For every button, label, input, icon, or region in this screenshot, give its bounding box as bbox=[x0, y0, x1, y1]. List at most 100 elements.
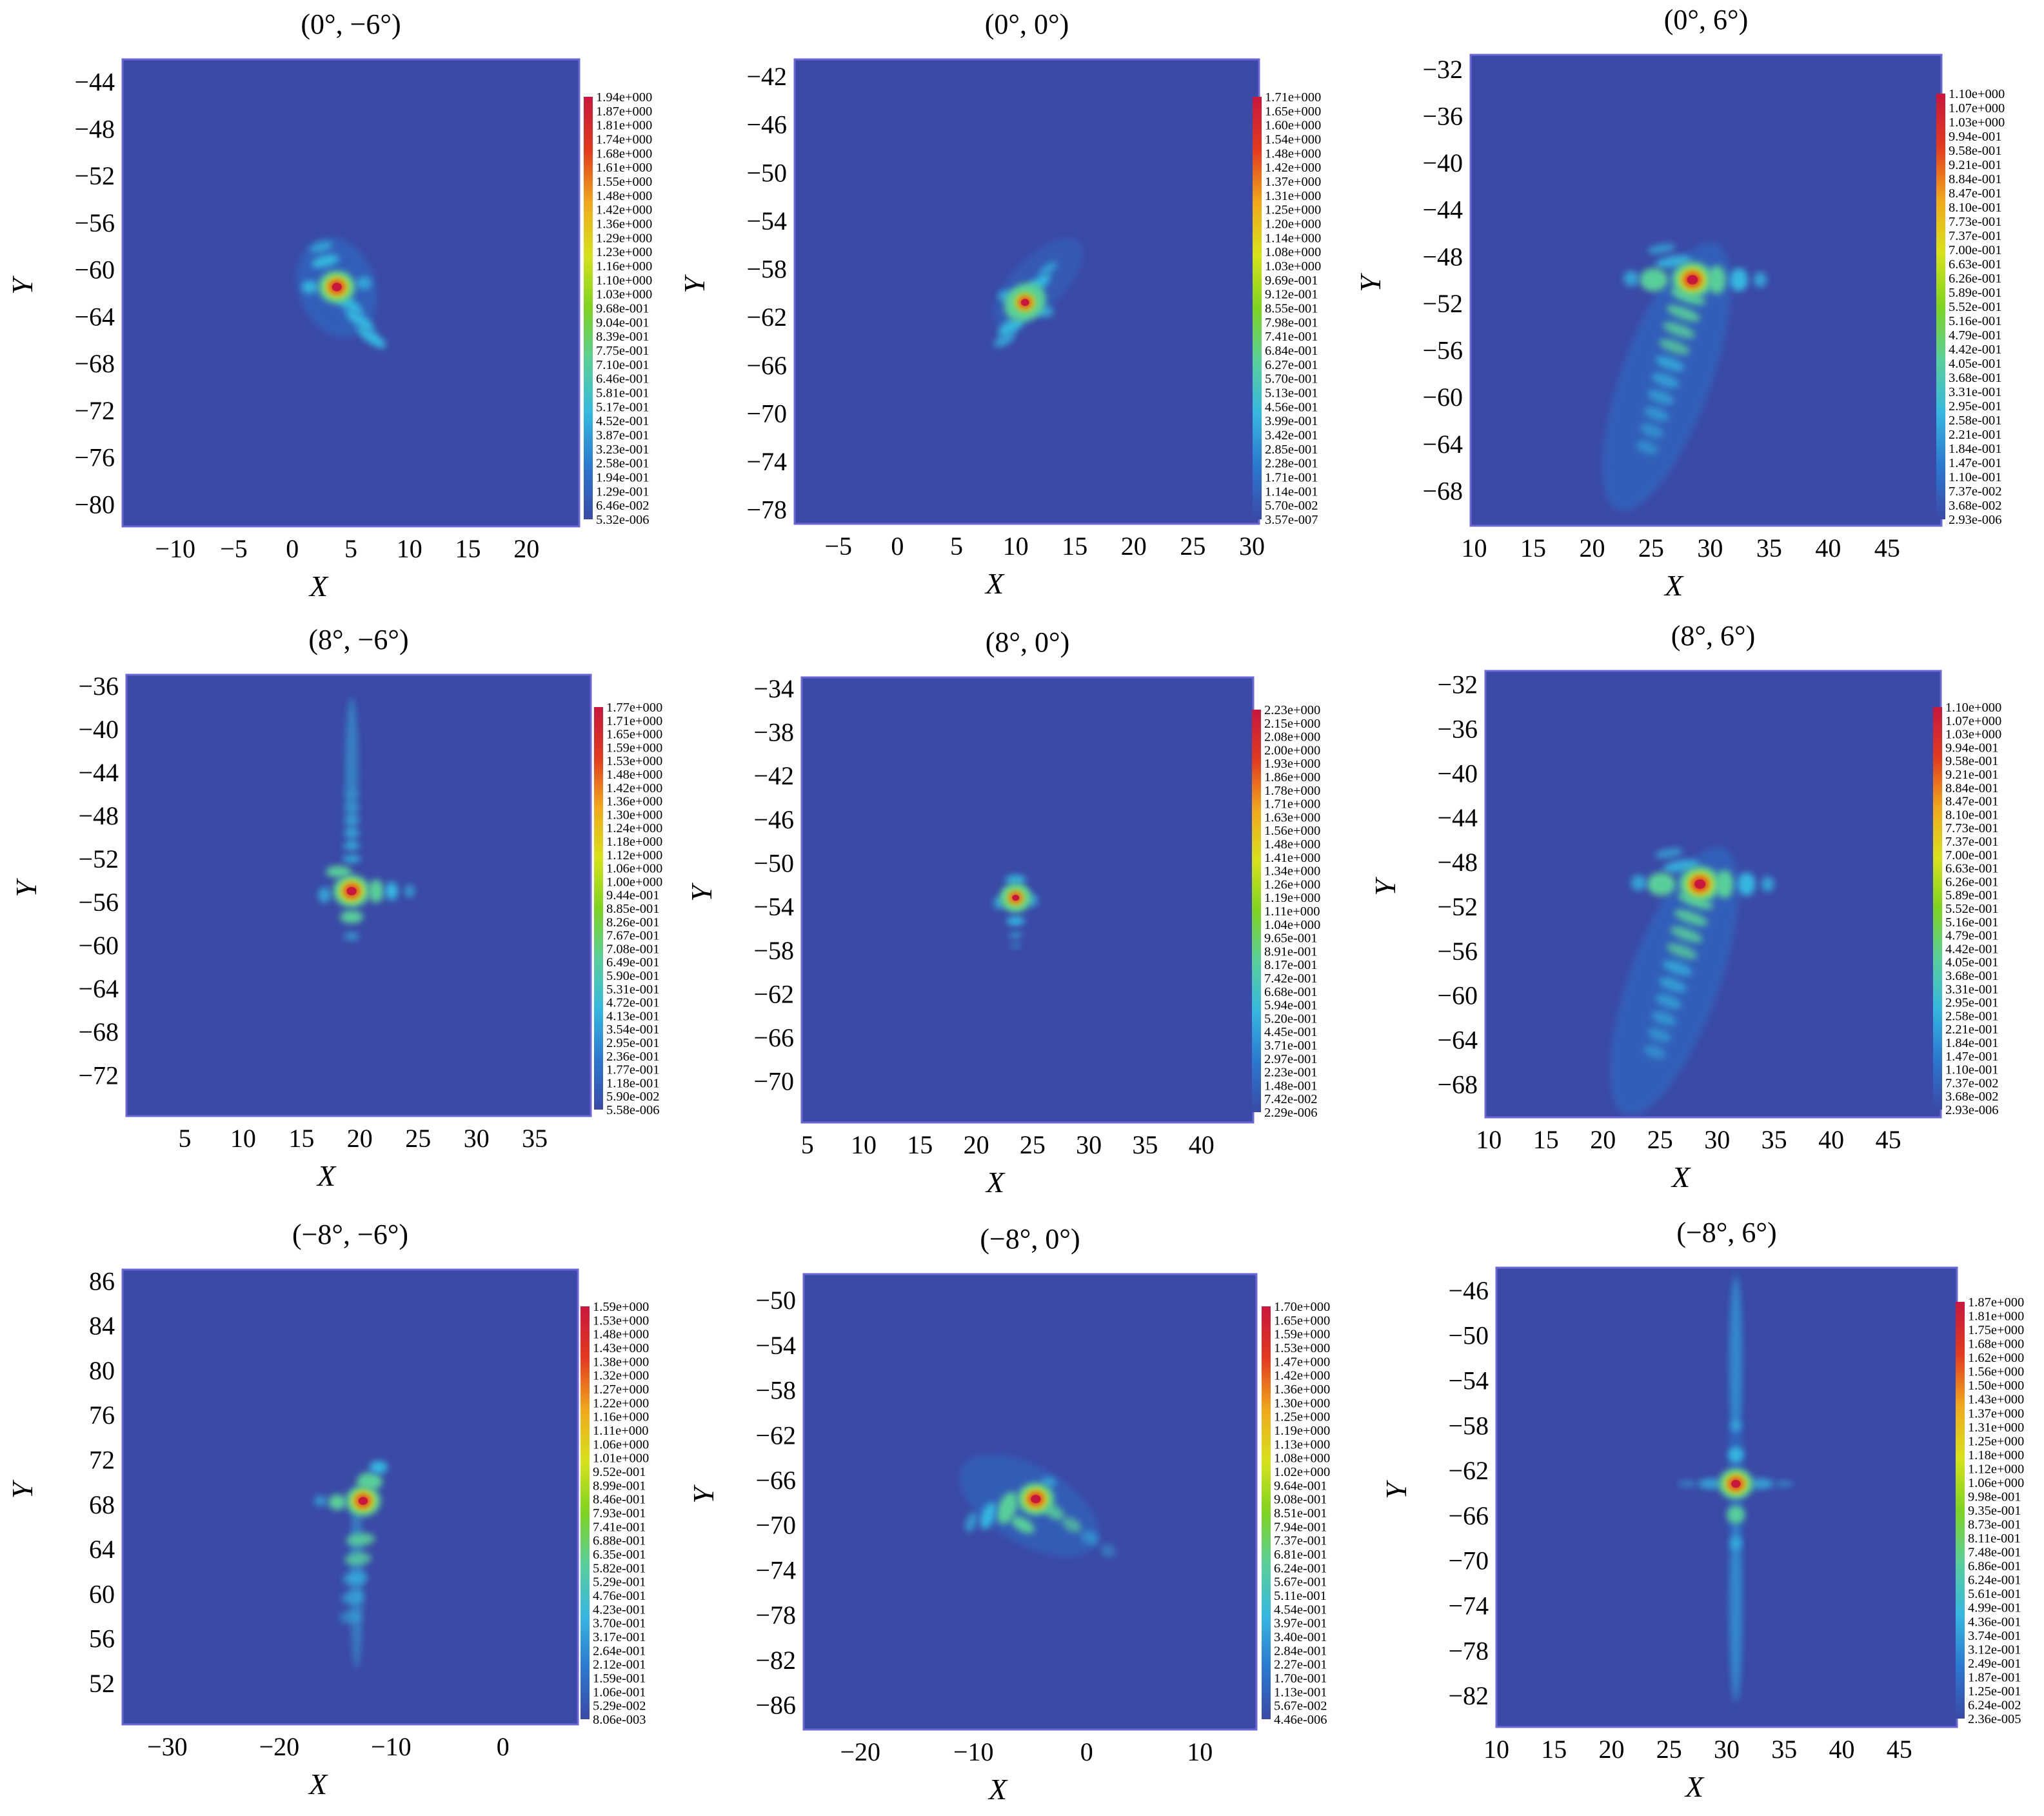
colorbar-label: 1.08e+000 bbox=[1274, 1452, 1330, 1466]
colorbar-gradient bbox=[1936, 94, 1945, 519]
colorbar-label: 7.67e-001 bbox=[606, 929, 660, 943]
x-axis-label: X bbox=[984, 567, 1005, 600]
x-tick-label: 20 bbox=[1579, 534, 1605, 563]
field-lobe bbox=[1753, 272, 1767, 288]
subplot-title: (0°, 6°) bbox=[1664, 4, 1749, 35]
field-lobe bbox=[1640, 423, 1664, 438]
colorbar-label: 1.14e-001 bbox=[1265, 484, 1318, 499]
x-tick-label: 0 bbox=[891, 532, 904, 561]
x-tick-label: 35 bbox=[1761, 1125, 1787, 1154]
plot-frame bbox=[802, 1273, 1258, 1731]
y-tick-label: −36 bbox=[1437, 715, 1478, 744]
y-tick-label: −68 bbox=[1422, 477, 1463, 506]
y-tick-label: −40 bbox=[1437, 759, 1478, 788]
colorbar: 1.10e+0001.07e+0001.03e+0009.94e-0019.58… bbox=[1936, 87, 2005, 527]
colorbar-label: 6.84e-001 bbox=[1265, 344, 1318, 358]
colorbar-label: 1.36e+000 bbox=[1274, 1382, 1330, 1397]
colorbar-label: 3.71e-001 bbox=[1264, 1039, 1318, 1053]
y-tick-label: −64 bbox=[74, 302, 115, 331]
y-tick-label: −62 bbox=[753, 979, 794, 1008]
y-tick-label: −48 bbox=[78, 801, 119, 830]
y-axis-label: Y bbox=[6, 1479, 39, 1499]
y-tick-label: −60 bbox=[1437, 981, 1478, 1010]
field-lobe bbox=[1006, 916, 1025, 926]
field-lobe bbox=[1670, 926, 1703, 943]
x-tick-label: 10 bbox=[230, 1124, 256, 1153]
colorbar-label: 2.84e-001 bbox=[1274, 1644, 1327, 1658]
colorbar-label: 1.04e+000 bbox=[1264, 918, 1320, 932]
y-tick-label: −46 bbox=[753, 805, 794, 834]
colorbar-label: 1.10e+000 bbox=[1949, 87, 2005, 101]
y-tick-label: −56 bbox=[1437, 937, 1478, 966]
colorbar-label: 6.86e-001 bbox=[1968, 1559, 2021, 1573]
colorbar-label: 1.71e+000 bbox=[1264, 797, 1320, 812]
peak-marker bbox=[358, 1497, 368, 1505]
colorbar-gradient bbox=[580, 1306, 590, 1719]
subplot-5: (8°, 0°) 5 10 15 20 25 30 35 40 −34 −38 −42 −46 −50 −5… bbox=[685, 626, 1320, 1199]
x-tick-label: 25 bbox=[1638, 534, 1664, 563]
field-lobe bbox=[998, 317, 1024, 336]
colorbar-label: 8.84e-001 bbox=[1945, 781, 1999, 795]
colorbar-label: 1.42e+000 bbox=[1274, 1369, 1330, 1383]
y-axis-label: Y bbox=[10, 878, 43, 897]
colorbar-label: 1.48e+000 bbox=[606, 768, 662, 782]
y-tick-label: −54 bbox=[1448, 1366, 1489, 1395]
colorbar-label: 1.25e+000 bbox=[1968, 1434, 2024, 1448]
field-lobe bbox=[1654, 848, 1683, 859]
colorbar-label: 5.16e-001 bbox=[1949, 314, 2002, 328]
colorbar-label: 9.94e-001 bbox=[1949, 130, 2002, 144]
field-lobe bbox=[965, 1512, 978, 1532]
colorbar-label: 7.94e-001 bbox=[1274, 1520, 1327, 1534]
y-tick-label: −70 bbox=[753, 1067, 794, 1096]
x-tick-label: 45 bbox=[1876, 1125, 1901, 1154]
y-tick-label: −72 bbox=[78, 1061, 119, 1090]
field-lobe bbox=[1659, 339, 1690, 355]
field-lobe bbox=[344, 1552, 372, 1566]
colorbar-label: 1.56e+000 bbox=[1264, 824, 1320, 838]
field-lobe bbox=[318, 887, 332, 903]
x-tick-label: −20 bbox=[259, 1732, 300, 1761]
colorbar-label: 1.65e+000 bbox=[1274, 1313, 1330, 1328]
x-tick-label: 15 bbox=[1533, 1125, 1559, 1154]
colorbar-label: 4.56e-001 bbox=[1265, 400, 1318, 414]
x-tick-label: −10 bbox=[953, 1737, 994, 1766]
x-tick-label: −30 bbox=[147, 1732, 188, 1761]
field-lobe bbox=[341, 1591, 364, 1604]
field-lobe bbox=[1731, 1420, 1741, 1432]
colorbar-label: 1.48e+000 bbox=[1264, 837, 1320, 852]
colorbar-label: 5.58e-006 bbox=[606, 1103, 660, 1117]
field-lobe bbox=[1729, 268, 1748, 292]
x-tick-label: 25 bbox=[1180, 532, 1206, 561]
y-tick-label: −74 bbox=[1448, 1591, 1489, 1621]
y-tick-label: −54 bbox=[746, 206, 787, 235]
y-tick-label: −40 bbox=[78, 715, 119, 744]
subplot-title: (0°, 0°) bbox=[985, 8, 1069, 40]
colorbar-label: 1.71e+000 bbox=[1265, 90, 1321, 105]
y-tick-label: −80 bbox=[74, 490, 115, 519]
colorbar-label: 2.36e-001 bbox=[606, 1050, 660, 1064]
colorbar-label: 1.10e-001 bbox=[1945, 1063, 1999, 1077]
colorbar-label: 2.36e-005 bbox=[1968, 1712, 2021, 1726]
plot-frame bbox=[121, 58, 580, 528]
field-lobe bbox=[342, 1572, 368, 1585]
intensity-field bbox=[993, 875, 1038, 948]
colorbar-label: 4.42e-001 bbox=[1945, 942, 1999, 956]
x-axis-label: X bbox=[987, 1773, 1008, 1806]
colorbar-label: 7.37e-002 bbox=[1945, 1076, 1999, 1090]
colorbar-label: 1.68e+000 bbox=[596, 146, 652, 161]
colorbar-label: 7.37e-001 bbox=[1949, 229, 2002, 243]
colorbar-label: 8.51e-001 bbox=[1274, 1506, 1327, 1521]
colorbar-label: 1.47e+000 bbox=[1274, 1355, 1330, 1369]
colorbar-label: 2.00e+000 bbox=[1264, 743, 1320, 757]
y-tick-label: −38 bbox=[753, 718, 794, 747]
colorbar-label: 1.50e+000 bbox=[1968, 1379, 2024, 1393]
y-tick-label: −62 bbox=[1448, 1456, 1489, 1485]
colorbar-label: 2.97e-001 bbox=[1264, 1052, 1318, 1066]
field-lobe bbox=[340, 910, 364, 924]
field-lobe bbox=[1643, 406, 1669, 421]
colorbar-label: 1.41e+000 bbox=[1264, 851, 1320, 865]
y-tick-label: −54 bbox=[755, 1331, 796, 1360]
colorbar-label: 4.46e-006 bbox=[1274, 1713, 1327, 1727]
field-lobe bbox=[1729, 1522, 1743, 1704]
plot-frame bbox=[125, 674, 592, 1117]
